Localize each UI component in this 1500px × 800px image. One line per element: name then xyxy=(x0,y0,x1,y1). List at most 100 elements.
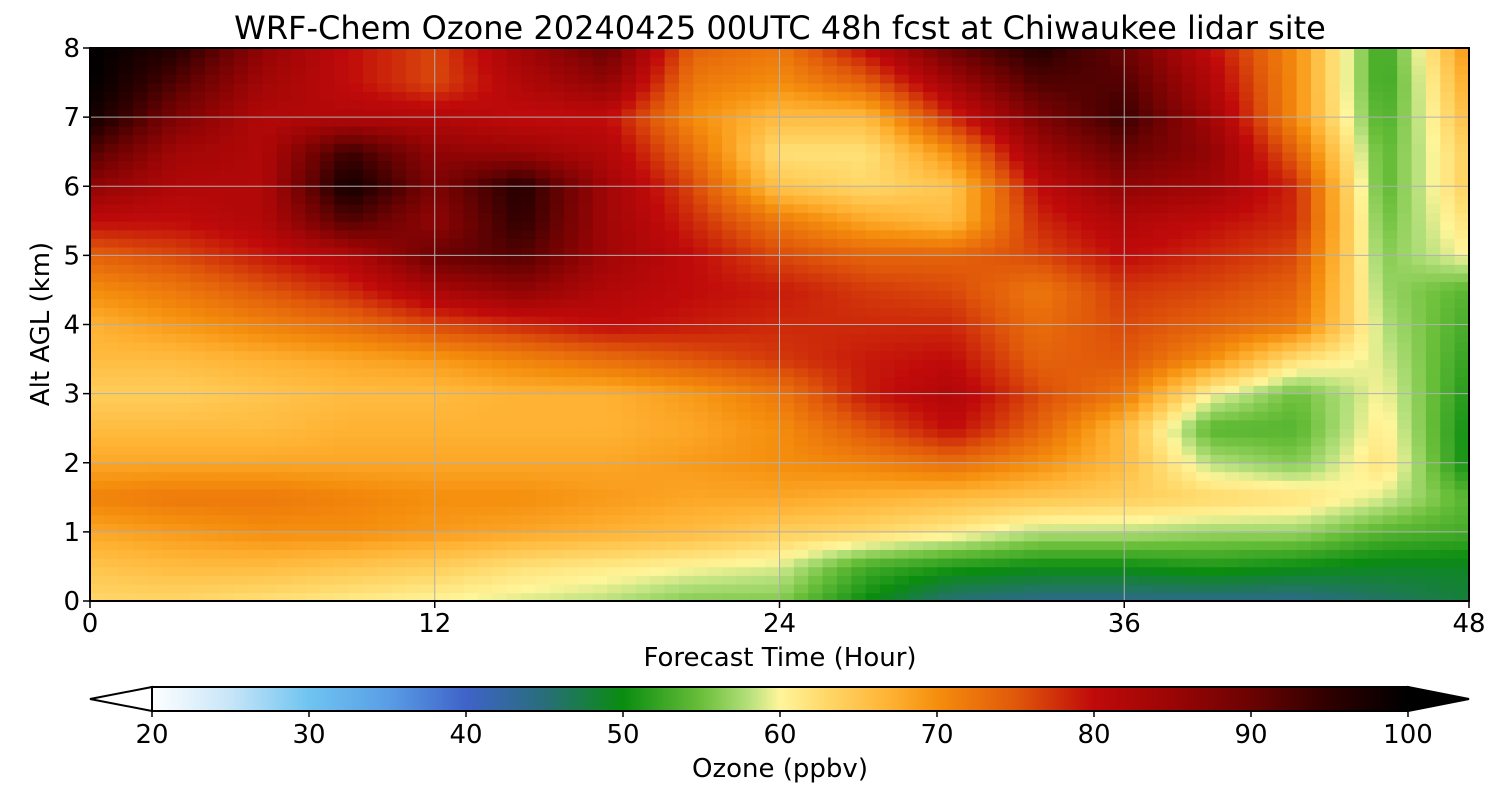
heatmap-cell xyxy=(894,549,910,559)
heatmap-cell xyxy=(362,514,379,525)
heatmap-cell xyxy=(1454,341,1469,352)
heatmap-cell xyxy=(1038,514,1054,525)
heatmap-cell xyxy=(951,238,968,248)
heatmap-cell xyxy=(1152,514,1169,525)
heatmap-cell xyxy=(334,246,350,257)
heatmap-cell xyxy=(1454,505,1469,516)
heatmap-cell xyxy=(607,238,623,248)
heatmap-cell xyxy=(1382,428,1398,438)
heatmap-cell xyxy=(463,488,479,499)
heatmap-cell xyxy=(104,557,120,568)
heatmap-cell xyxy=(1239,246,1255,257)
heatmap-cell xyxy=(233,229,249,239)
heatmap-cell xyxy=(463,454,479,464)
heatmap-cell xyxy=(1052,272,1068,283)
heatmap-cell xyxy=(434,229,450,239)
heatmap-cell xyxy=(1440,557,1456,568)
heatmap-cell xyxy=(1239,575,1255,585)
heatmap-cell xyxy=(1382,445,1398,455)
heatmap-cell xyxy=(693,583,709,594)
heatmap-cell xyxy=(1023,333,1039,343)
heatmap-cell xyxy=(1023,462,1039,473)
heatmap-cell xyxy=(1167,566,1183,576)
heatmap-cell xyxy=(564,419,580,429)
heatmap-cell xyxy=(535,549,551,559)
heatmap-cell xyxy=(1296,324,1312,334)
heatmap-cell xyxy=(966,445,982,455)
heatmap-cell xyxy=(477,488,493,499)
heatmap-cell xyxy=(449,168,465,179)
heatmap-cell xyxy=(951,376,968,386)
heatmap-cell xyxy=(722,194,738,205)
heatmap-cell xyxy=(248,531,264,542)
heatmap-cell xyxy=(822,454,838,464)
heatmap-cell xyxy=(520,540,537,550)
heatmap-cell xyxy=(90,194,106,205)
heatmap-cell xyxy=(722,505,738,516)
heatmap-cell xyxy=(1210,557,1226,568)
heatmap-cell xyxy=(707,393,723,404)
heatmap-cell xyxy=(779,575,795,585)
heatmap-cell xyxy=(1109,393,1126,404)
heatmap-cell xyxy=(678,160,695,170)
heatmap-cell xyxy=(621,575,637,585)
heatmap-cell xyxy=(434,186,450,196)
heatmap-cell xyxy=(635,471,652,481)
heatmap-cell xyxy=(463,315,479,326)
heatmap-cell xyxy=(291,566,307,576)
heatmap-cell xyxy=(779,428,795,438)
heatmap-cell xyxy=(1425,514,1442,525)
heatmap-cell xyxy=(1253,557,1269,568)
heatmap-cell xyxy=(520,531,537,542)
heatmap-cell xyxy=(477,341,493,352)
heatmap-cell xyxy=(506,203,522,213)
heatmap-cell xyxy=(951,186,968,196)
heatmap-cell xyxy=(362,566,379,576)
heatmap-cell xyxy=(937,505,953,516)
heatmap-cell xyxy=(1210,540,1226,550)
heatmap-cell xyxy=(219,324,235,334)
heatmap-cell xyxy=(621,566,637,576)
heatmap-cell xyxy=(262,462,278,473)
heatmap-cell xyxy=(664,212,680,222)
heatmap-cell xyxy=(894,203,910,213)
heatmap-cell xyxy=(520,471,537,481)
heatmap-cell xyxy=(104,445,120,455)
heatmap-cell xyxy=(334,557,350,568)
heatmap-cell xyxy=(765,557,781,568)
heatmap-cell xyxy=(650,393,666,404)
heatmap-cell xyxy=(578,497,594,507)
heatmap-cell xyxy=(765,298,781,309)
heatmap-cell xyxy=(348,376,364,386)
heatmap-cell xyxy=(664,168,680,179)
heatmap-cell xyxy=(1425,523,1442,533)
heatmap-cell xyxy=(1038,341,1054,352)
heatmap-cell xyxy=(1397,341,1413,352)
heatmap-cell xyxy=(147,436,163,447)
heatmap-cell xyxy=(607,194,623,205)
heatmap-cell xyxy=(219,177,235,188)
heatmap-cell xyxy=(607,462,623,473)
heatmap-cell xyxy=(908,307,924,317)
heatmap-cell xyxy=(348,549,364,559)
heatmap-cell xyxy=(736,514,752,525)
heatmap-cell xyxy=(1095,272,1111,283)
heatmap-cell xyxy=(1052,402,1068,412)
heatmap-cell xyxy=(1368,410,1384,421)
heatmap-cell xyxy=(980,186,996,196)
heatmap-cell xyxy=(204,428,221,438)
heatmap-cell xyxy=(1038,376,1054,386)
heatmap-cell xyxy=(535,462,551,473)
heatmap-cell xyxy=(420,289,436,300)
heatmap-cell xyxy=(621,307,637,317)
heatmap-cell xyxy=(779,324,795,334)
heatmap-cell xyxy=(664,514,680,525)
heatmap-cell xyxy=(1368,186,1384,196)
heatmap-cell xyxy=(1425,454,1442,464)
heatmap-cell xyxy=(822,272,838,283)
heatmap-cell xyxy=(650,505,666,516)
heatmap-cell xyxy=(793,350,810,360)
heatmap-cell xyxy=(377,350,393,360)
heatmap-cell xyxy=(1210,298,1226,309)
heatmap-cell xyxy=(1382,264,1398,274)
